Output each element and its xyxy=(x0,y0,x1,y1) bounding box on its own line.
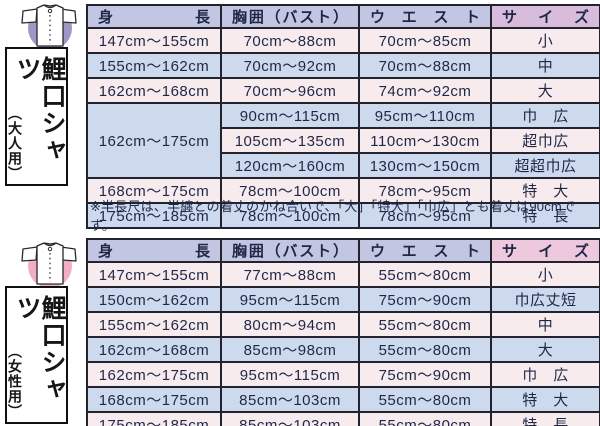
size-cell: 70cm～88cm xyxy=(358,52,492,79)
product-label-women: 鯉口シャツ xyxy=(13,295,66,403)
size-cell: 130cm～150cm xyxy=(358,152,492,179)
header-chest: 胸囲（バスト） xyxy=(220,238,360,263)
size-cell: 特 大 xyxy=(490,177,600,204)
size-cell: 巾広丈短 xyxy=(490,286,600,313)
size-cell: 162cm～175cm xyxy=(86,361,222,388)
table-row: 162cm～175cm 90cm～115cm 95cm～110cm 巾 広 xyxy=(86,102,600,179)
size-cell: 74cm～92cm xyxy=(358,77,492,104)
product-label-adult: 鯉口シャツ xyxy=(13,56,66,164)
header-size: サイズ xyxy=(490,4,600,29)
size-cell: 78cm～95cm xyxy=(358,202,492,229)
size-cell: 特 長 xyxy=(490,202,600,229)
size-cell: 55cm～80cm xyxy=(358,386,492,413)
table-row: 162cm～175cm 95cm～115cm 75cm～90cm 巾 広 xyxy=(86,361,600,388)
table-row: 105cm～135cm 110cm～130cm 超巾広 xyxy=(87,127,600,154)
table-row: 155cm～162cm 80cm～94cm 55cm～80cm 中 xyxy=(86,311,600,338)
size-cell: 70cm～96cm xyxy=(220,77,360,104)
size-cell: 55cm～80cm xyxy=(358,336,492,363)
size-cell: 小 xyxy=(490,261,600,288)
size-cell: 120cm～160cm xyxy=(220,152,360,179)
size-cell: 75cm～90cm xyxy=(358,361,492,388)
header-height: 身長 xyxy=(86,238,222,263)
size-cell: 168cm～175cm xyxy=(86,177,222,204)
size-cell: 70cm～88cm xyxy=(220,27,360,54)
table-row: 175cm～185cm 78cm～100cm 78cm～95cm 特 長 xyxy=(86,202,600,229)
size-cell: 147cm～155cm xyxy=(86,27,222,54)
size-cell: 70cm～85cm xyxy=(358,27,492,54)
size-cell: 中 xyxy=(490,311,600,338)
size-cell: 77cm～88cm xyxy=(220,261,360,288)
header-waist: ウエスト xyxy=(358,4,492,29)
size-cell: 超巾広 xyxy=(490,127,600,154)
size-cell: 95cm～110cm xyxy=(358,102,492,129)
size-cell: 78cm～100cm xyxy=(220,202,360,229)
size-cell: 162cm～168cm xyxy=(86,336,222,363)
size-cell: 162cm～175cm xyxy=(86,102,222,179)
size-cell: 110cm～130cm xyxy=(358,127,492,154)
size-cell: 162cm～168cm xyxy=(86,77,222,104)
header-row: 身長 胸囲（バスト） ウエスト サイズ xyxy=(86,4,600,29)
size-cell: 155cm～162cm xyxy=(86,52,222,79)
label-box-adult: 鯉口シャツ （大人用） xyxy=(5,47,68,186)
size-cell: 85cm～98cm xyxy=(220,336,360,363)
koikuchi-shirt-icon xyxy=(21,242,77,288)
product-label-women-sub: （女性用） xyxy=(7,344,23,419)
size-table-women: 身長 胸囲（バスト） ウエスト サイズ 147cm～155cm 77cm～88cm… xyxy=(86,238,600,426)
size-cell: 105cm～135cm xyxy=(220,127,360,154)
header-size: サイズ xyxy=(490,238,600,263)
size-cell: 168cm～175cm xyxy=(86,386,222,413)
header-row: 身長 胸囲（バスト） ウエスト サイズ xyxy=(86,238,600,263)
size-cell: 巾 広 xyxy=(490,361,600,388)
size-cell: 特 長 xyxy=(490,411,600,426)
table-row: 175cm～185cm 85cm～103cm 55cm～80cm 特 長 xyxy=(86,411,600,426)
size-cell: 80cm～94cm xyxy=(220,311,360,338)
product-label-adult-sub: （大人用） xyxy=(7,106,23,181)
size-cell: 78cm～100cm xyxy=(220,177,360,204)
table-row: 162cm～168cm 85cm～98cm 55cm～80cm 大 xyxy=(86,336,600,363)
size-cell: 95cm～115cm xyxy=(220,361,360,388)
header-chest: 胸囲（バスト） xyxy=(220,4,360,29)
size-cell: 大 xyxy=(490,336,600,363)
size-cell: 175cm～185cm xyxy=(86,411,222,426)
header-height: 身長 xyxy=(86,4,222,29)
table-row: 147cm～155cm 77cm～88cm 55cm～80cm 小 xyxy=(86,261,600,288)
size-cell: 95cm～115cm xyxy=(220,286,360,313)
size-cell: 70cm～92cm xyxy=(220,52,360,79)
label-box-women: 鯉口シャツ （女性用） xyxy=(5,286,68,424)
size-cell: 55cm～80cm xyxy=(358,411,492,426)
size-cell: 特 大 xyxy=(490,386,600,413)
size-cell: 中 xyxy=(490,52,600,79)
table-row: 168cm～175cm 85cm～103cm 55cm～80cm 特 大 xyxy=(86,386,600,413)
size-cell: 55cm～80cm xyxy=(358,311,492,338)
size-cell: 55cm～80cm xyxy=(358,261,492,288)
size-cell: 175cm～185cm xyxy=(86,202,222,229)
size-cell: 147cm～155cm xyxy=(86,261,222,288)
table-row: 147cm～155cm 70cm～88cm 70cm～85cm 小 xyxy=(86,27,600,54)
table-row: 150cm～162cm 95cm～115cm 75cm～90cm 巾広丈短 xyxy=(86,286,600,313)
table-row: 168cm～175cm 78cm～100cm 78cm～95cm 特 大 xyxy=(86,177,600,204)
footnote: ※半長尺は、半纏との着丈のかね合いで、「大」「特大」「巾広」とも着丈は90cmで… xyxy=(90,199,576,233)
size-cell: 78cm～95cm xyxy=(358,177,492,204)
size-cell: 85cm～103cm xyxy=(220,386,360,413)
table-row: 120cm～160cm 130cm～150cm 超超巾広 xyxy=(87,152,600,179)
table-row: 162cm～168cm 70cm～96cm 74cm～92cm 大 xyxy=(86,77,600,104)
header-waist: ウエスト xyxy=(358,238,492,263)
size-cell: 巾 広 xyxy=(490,102,600,129)
size-cell: 小 xyxy=(490,27,600,54)
size-cell: 75cm～90cm xyxy=(358,286,492,313)
size-cell: 超超巾広 xyxy=(490,152,600,179)
size-cell: 90cm～115cm xyxy=(220,102,360,129)
size-table-adult: 身長 胸囲（バスト） ウエスト サイズ 147cm～155cm 70cm～88cm… xyxy=(86,4,600,229)
koikuchi-shirt-icon xyxy=(21,4,77,50)
size-cell: 155cm～162cm xyxy=(86,311,222,338)
size-cell: 150cm～162cm xyxy=(86,286,222,313)
size-cell: 大 xyxy=(490,77,600,104)
table-row: 155cm～162cm 70cm～92cm 70cm～88cm 中 xyxy=(86,52,600,79)
size-cell: 85cm～103cm xyxy=(220,411,360,426)
